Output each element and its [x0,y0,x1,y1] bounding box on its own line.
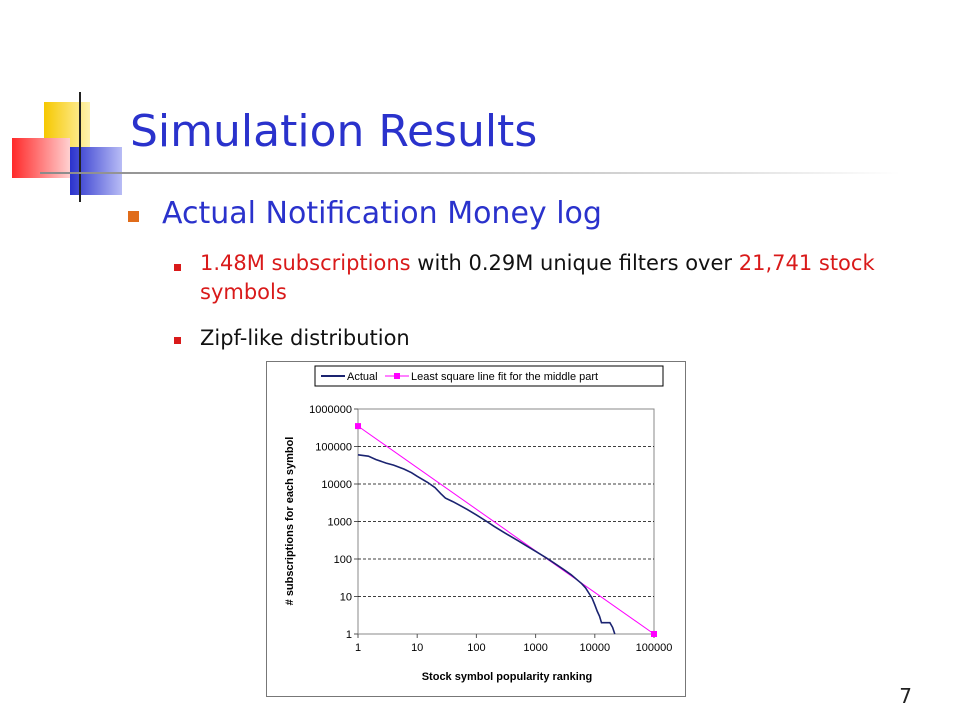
y-tick-label: 1000 [328,517,352,529]
stock-symbols-count: 21,741 stock symbols [200,251,875,304]
legend-box [314,365,664,387]
x-tick-label: 100 [467,642,485,654]
slide-title: Simulation Results [130,106,538,157]
filters-text: with 0.29M unique filters over [410,251,739,275]
y-tick-label: 10 [340,592,352,604]
sub-bullet-subscriptions: 1.48M subscriptions with 0.29M unique fi… [200,249,920,307]
zipf-chart: Actual Least square line fit for the mid… [266,361,686,697]
logo-vertical-line [79,92,81,202]
x-axis-label: Stock symbol popularity ranking [422,671,593,683]
chart-legend: Actual Least square line fit for the mid… [314,365,664,387]
y-tick-label: 10000 [321,479,352,491]
y-tick-labels: 1 10 100 1000 10000 100000 1000000 [309,404,358,641]
legend-fit-label: Least square line fit for the middle par… [411,371,598,383]
x-tick-label: 1000 [523,642,547,654]
bullet-square-icon [128,211,139,222]
y-tick-label: 100 [334,554,352,566]
x-tick-labels: 1 10 100 1000 10000 100000 [355,634,672,654]
page-number: 7 [899,684,912,708]
fit-line [357,425,655,635]
fit-marker [355,423,361,430]
logo-blue-square [70,147,122,195]
legend-fit-marker [394,373,400,379]
title-logo [0,0,140,210]
y-axis-label: # subscriptions for each symbol [284,437,296,606]
legend-actual-label: Actual [347,371,378,383]
fit-marker [651,631,657,637]
actual-line [357,454,616,635]
x-tick-label: 100000 [636,642,673,654]
title-divider [40,172,900,174]
y-tick-label: 1 [346,629,352,641]
chart-svg: Actual Least square line fit for the mid… [284,365,672,683]
sub-bullet-square-icon [174,264,181,271]
bullet-actual-log: Actual Notification Money log [162,196,602,231]
grid-lines [358,446,654,597]
sub-bullet-square-icon-2 [174,337,181,344]
subscriptions-count: 1.48M subscriptions [200,251,411,275]
y-tick-label: 100000 [315,442,352,454]
sub-bullet-zipf: Zipf-like distribution [200,326,410,350]
x-tick-label: 10 [411,642,423,654]
x-tick-label: 10000 [580,642,611,654]
x-tick-label: 1 [355,642,361,654]
fit-markers [355,423,657,637]
y-tick-label: 1000000 [309,404,352,416]
logo-red-square [12,138,70,178]
